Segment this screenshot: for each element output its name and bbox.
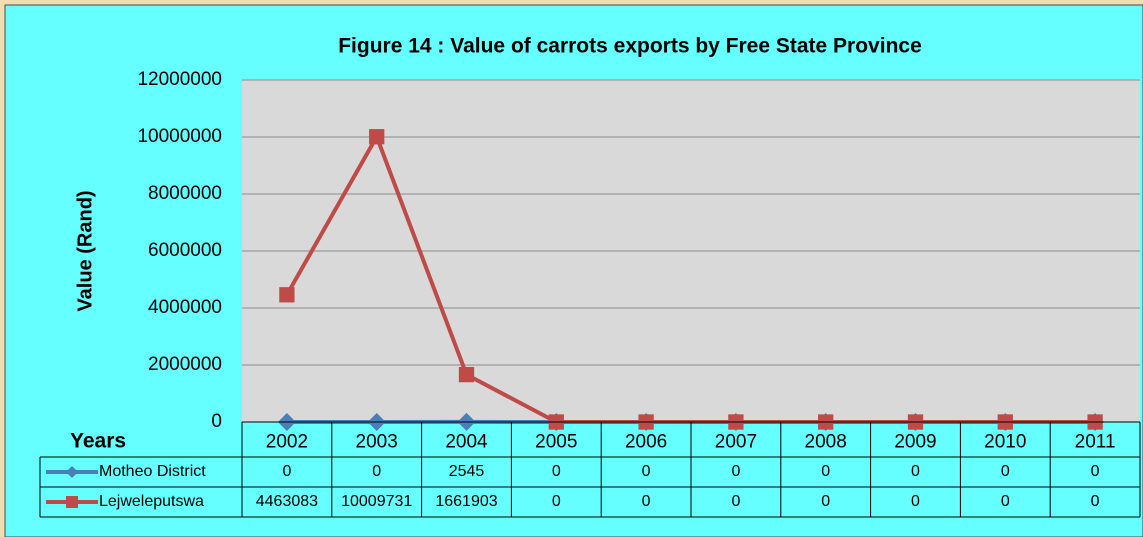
y-tick-label: 10000000 xyxy=(137,126,222,147)
y-tick-label: 0 xyxy=(211,411,222,432)
table-cell: 0 xyxy=(911,463,920,480)
legend-key-marker xyxy=(66,466,78,478)
y-tick-label: 12000000 xyxy=(137,69,222,90)
y-tick-label: 6000000 xyxy=(148,240,222,261)
table-cell: 0 xyxy=(821,493,830,510)
x-tick-label: 2010 xyxy=(984,432,1026,453)
legend-label: Motheo District xyxy=(99,463,206,480)
table-cell: 0 xyxy=(552,493,561,510)
y-tick-label: 8000000 xyxy=(148,183,222,204)
table-cell: 0 xyxy=(821,463,830,480)
y-axis-label: Value (Rand) xyxy=(74,190,96,311)
table-cell: 0 xyxy=(642,463,651,480)
y-tick-label: 4000000 xyxy=(148,297,222,318)
point-marker xyxy=(279,287,295,303)
table-cell: 1661903 xyxy=(435,493,497,510)
table-cell: 0 xyxy=(1001,493,1010,510)
x-tick-label: 2008 xyxy=(805,432,847,453)
table-cell: 0 xyxy=(731,493,740,510)
point-marker xyxy=(458,366,475,383)
table-cell: 10009731 xyxy=(341,493,412,510)
x-tick-label: 2003 xyxy=(356,432,398,453)
table-cell: 0 xyxy=(731,463,740,480)
x-tick-label: 2002 xyxy=(266,432,308,453)
y-tick-label: 2000000 xyxy=(148,354,222,375)
x-tick-label: 2005 xyxy=(535,432,577,453)
table-cell: 0 xyxy=(1001,463,1010,480)
x-tick-label: 2011 xyxy=(1075,432,1116,453)
x-tick-label: 2009 xyxy=(894,432,936,453)
table-cell: 2545 xyxy=(449,463,485,480)
legend-label: Lejweleputswa xyxy=(99,493,204,510)
table-cell: 0 xyxy=(911,493,920,510)
table-cell: 4463083 xyxy=(256,493,318,510)
legend-key-marker xyxy=(66,496,78,508)
x-tick-label: 2007 xyxy=(715,432,757,453)
chart-title: Figure 14 : Value of carrots exports by … xyxy=(338,35,922,58)
table-cell: 0 xyxy=(372,463,381,480)
point-marker xyxy=(369,129,385,145)
x-tick-label: 2004 xyxy=(445,432,488,453)
table-cell: 0 xyxy=(282,463,291,480)
table-cell: 0 xyxy=(1091,463,1100,480)
table-header: Years xyxy=(70,430,126,453)
table-cell: 0 xyxy=(1091,493,1100,510)
table-cell: 0 xyxy=(642,493,651,510)
table-cell: 0 xyxy=(552,463,561,480)
x-tick-label: 2006 xyxy=(625,432,667,453)
